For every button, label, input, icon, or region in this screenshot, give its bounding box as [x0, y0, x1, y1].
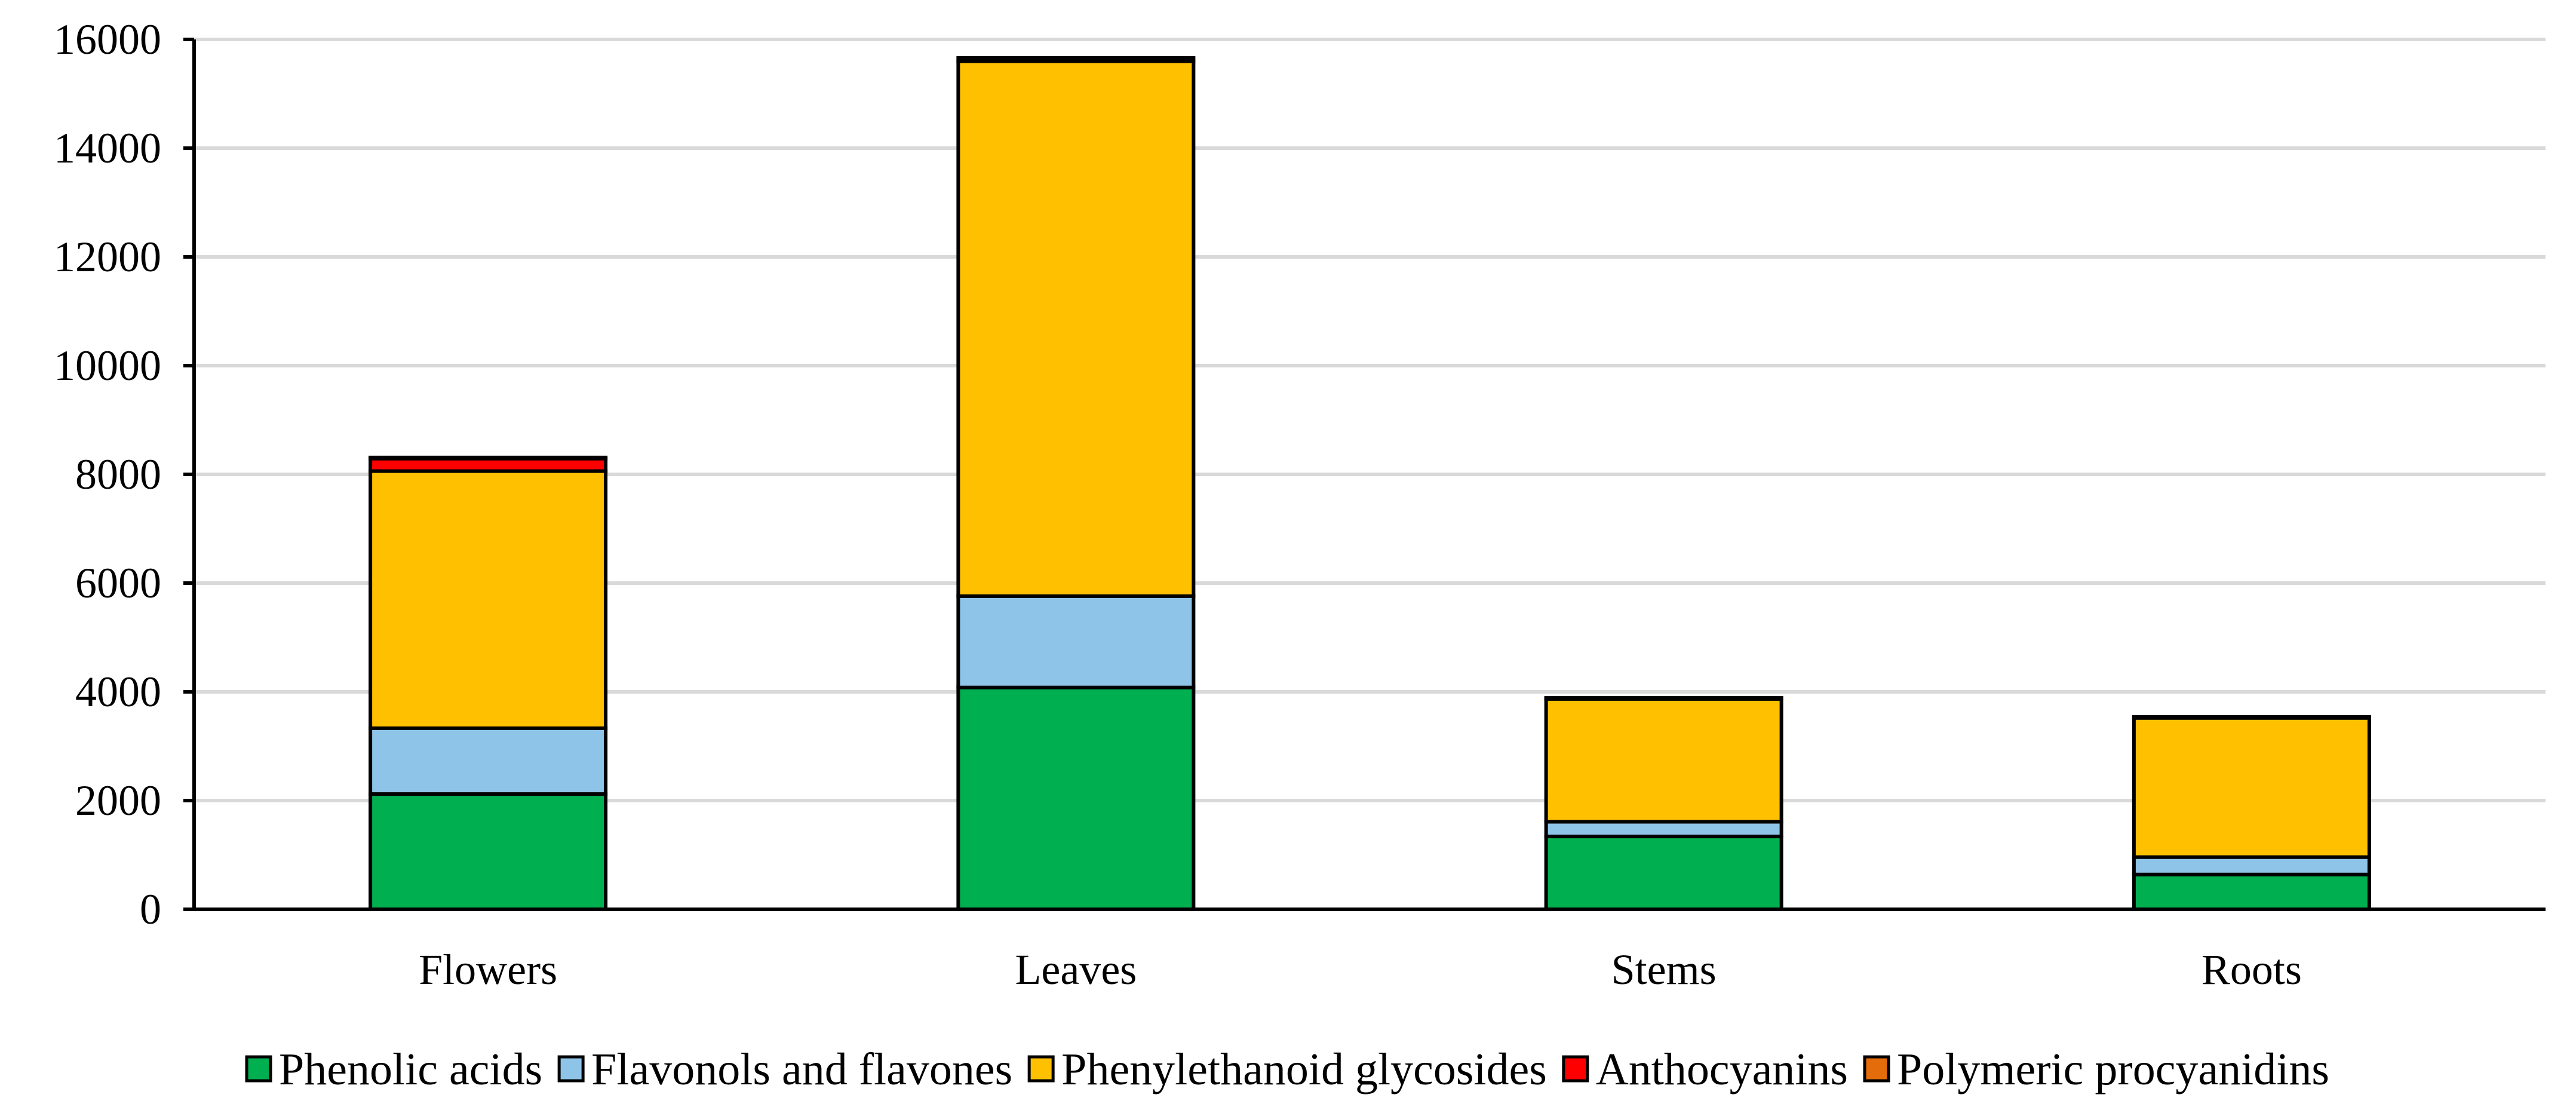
bar-segment-leaves-flavonols-and-flavones — [956, 594, 1196, 689]
x-tick-labels: Flowers Leaves Stems Roots — [419, 946, 2302, 994]
y-tick-label-8000: 8000 — [75, 450, 161, 498]
bar-segment-flowers-anthocyanins — [369, 456, 608, 473]
axes — [183, 38, 2546, 911]
bar-segment-roots-flavonols-and-flavones — [2132, 855, 2371, 876]
y-tick-label-16000: 16000 — [54, 16, 161, 63]
bar-segment-flowers-phenylethanoid-glycosides — [369, 469, 608, 730]
bar-segment-leaves-polymeric-procyanidins — [956, 56, 1196, 63]
bar-segment-stems-flavonols-and-flavones — [1544, 820, 1783, 839]
bar-segment-stems-polymeric-procyanidins — [1544, 696, 1783, 701]
legend-label-flavonols-and-flavones: Flavonols and flavones — [591, 1044, 1012, 1095]
bar-segment-stems-phenylethanoid-glycosides — [1544, 697, 1783, 824]
legend-swatch-anthocyanins — [1562, 1055, 1589, 1083]
x-tick-label-roots: Roots — [2202, 946, 2302, 994]
y-tick-label-14000: 14000 — [54, 124, 161, 172]
legend-label-phenolic-acids: Phenolic acids — [279, 1044, 542, 1095]
legend-swatch-flavonols-and-flavones — [557, 1055, 585, 1083]
bar-segment-roots-polymeric-procyanidins — [2132, 715, 2371, 720]
y-tick-labels: 0 2000 4000 6000 8000 10000 12000 14000 16000 — [54, 16, 161, 933]
y-tick-label-6000: 6000 — [75, 559, 161, 607]
y-tick-label-0: 0 — [140, 885, 161, 933]
legend-label-anthocyanins: Anthocyanins — [1596, 1044, 1848, 1095]
x-tick-label-flowers: Flowers — [419, 946, 557, 994]
bar-segment-leaves-phenylethanoid-glycosides — [956, 59, 1196, 598]
y-tick-label-12000: 12000 — [54, 233, 161, 281]
y-tick-label-10000: 10000 — [54, 342, 161, 390]
legend: Phenolic acids Flavonols and flavones Phen… — [245, 1044, 2329, 1095]
y-tick-label-2000: 2000 — [75, 777, 161, 824]
bar-segment-flowers-flavonols-and-flavones — [369, 726, 608, 796]
x-tick-label-stems: Stems — [1611, 946, 1717, 994]
legend-swatch-phenylethanoid-glycosides — [1027, 1055, 1055, 1083]
bar-segment-roots-phenolic-acids — [2132, 872, 2371, 912]
bar-segment-leaves-phenolic-acids — [956, 685, 1196, 911]
legend-swatch-phenolic-acids — [245, 1055, 272, 1083]
legend-label-polymeric-procyanidins: Polymeric procyanidins — [1897, 1044, 2329, 1095]
bar-segment-flowers-polymeric-procyanidins — [369, 455, 608, 461]
y-tick-label-4000: 4000 — [75, 668, 161, 716]
bar-segment-stems-phenolic-acids — [1544, 835, 1783, 912]
bar-segment-roots-phenylethanoid-glycosides — [2132, 716, 2371, 859]
legend-swatch-polymeric-procyanidins — [1863, 1055, 1890, 1083]
legend-label-phenylethanoid-glycosides: Phenylethanoid glycosides — [1061, 1044, 1547, 1095]
bars — [369, 56, 2371, 912]
bar-segment-flowers-phenolic-acids — [369, 792, 608, 911]
x-tick-label-leaves: Leaves — [1015, 946, 1137, 994]
